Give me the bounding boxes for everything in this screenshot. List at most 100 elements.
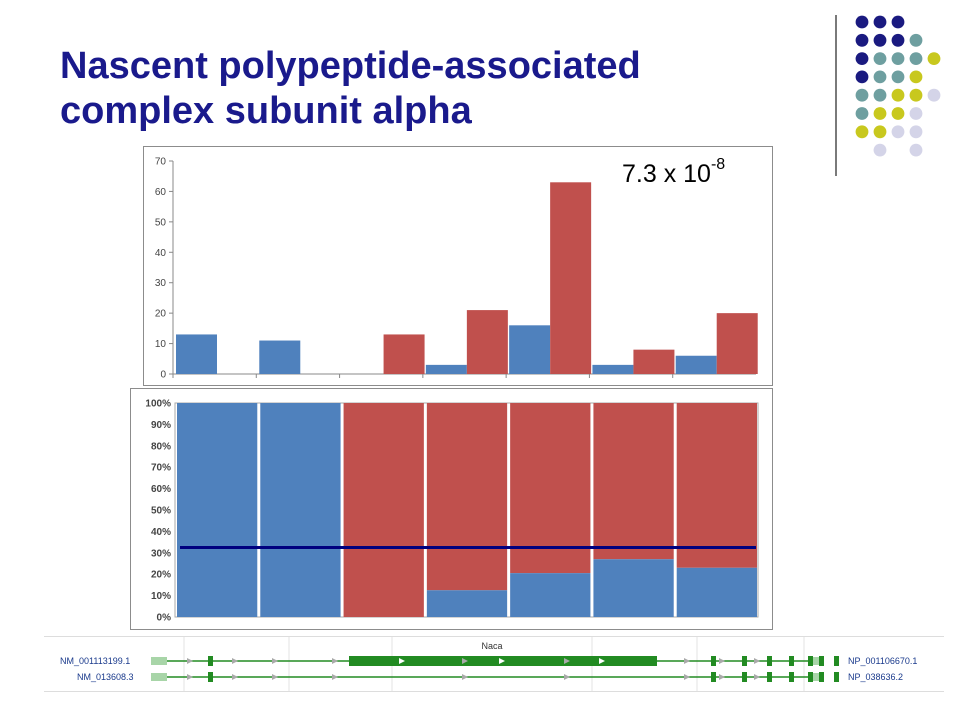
y-tick-label: 40% xyxy=(151,527,171,538)
decorative-dot xyxy=(891,33,905,47)
strand-arrow xyxy=(332,674,338,680)
count-bar xyxy=(509,325,551,374)
percent-bar-red xyxy=(343,403,424,617)
count-bar xyxy=(383,334,425,374)
decorative-dot xyxy=(873,15,887,29)
decorative-dot xyxy=(873,52,887,65)
decorative-dot xyxy=(873,107,887,120)
y-tick-label: 90% xyxy=(151,420,171,431)
decorative-dot xyxy=(891,70,905,84)
slide-title-line-1: Nascent polypeptide-associated xyxy=(60,45,641,87)
y-tick-label: 50% xyxy=(151,506,171,517)
exon xyxy=(742,656,747,666)
transcript-id-2: NM_013608.3 xyxy=(77,672,134,682)
y-tick-label: 20 xyxy=(155,309,167,320)
strand-arrow xyxy=(599,658,605,664)
percent-bar-blue xyxy=(260,403,341,617)
exon xyxy=(789,656,794,666)
strand-arrow xyxy=(462,658,468,664)
y-tick-label: 60 xyxy=(155,187,167,198)
y-tick-label: 80% xyxy=(151,441,171,452)
decorative-dot xyxy=(891,88,905,102)
count-bar xyxy=(550,182,592,374)
utr-exon xyxy=(808,657,824,665)
exon xyxy=(834,656,839,666)
percent-bar-red xyxy=(676,403,757,568)
count-bar xyxy=(633,349,675,374)
count-bar xyxy=(592,364,634,374)
y-tick-label: 30 xyxy=(155,278,167,289)
decorative-dot xyxy=(873,125,887,139)
decorative-dot xyxy=(855,70,869,84)
percent-bar-red xyxy=(593,403,674,560)
percent-bar-blue xyxy=(676,567,757,617)
strand-arrow xyxy=(187,658,193,664)
y-tick-label: 100% xyxy=(145,399,171,410)
count-bar-chart-svg: 0 10 20 30 40 50 60 70 xyxy=(155,157,758,381)
slide-title: Nascent polypeptide-associated complex s… xyxy=(60,44,780,134)
count-bar xyxy=(259,340,301,374)
strand-arrow xyxy=(564,658,570,664)
strand-arrow xyxy=(272,674,278,680)
strand-arrow xyxy=(499,658,505,664)
protein-id-1: NP_001106670.1 xyxy=(848,656,917,666)
percent-bar-blue xyxy=(426,590,508,617)
exon xyxy=(808,656,813,666)
count-bar xyxy=(675,355,717,374)
transcript-id-1: NM_001113199.1 xyxy=(60,656,130,666)
decorative-dot xyxy=(891,107,905,120)
percent-bar-blue xyxy=(177,403,258,617)
decorative-dot xyxy=(855,107,869,120)
percent-bar-red xyxy=(510,403,591,574)
y-tick-label: 10% xyxy=(151,591,171,602)
p-value-label: 7.3 x 10-8 xyxy=(622,156,725,189)
exon xyxy=(208,672,213,682)
count-bar xyxy=(176,334,217,374)
protein-id-2: NP_038636.2 xyxy=(848,672,903,682)
y-tick-label: 50 xyxy=(155,217,167,228)
exon xyxy=(834,672,839,682)
exon xyxy=(208,656,213,666)
decorative-dot xyxy=(927,52,941,65)
utr-exon xyxy=(151,673,167,681)
y-tick-label: 0 xyxy=(160,370,166,381)
utr-exon xyxy=(151,657,167,665)
strand-arrow xyxy=(754,658,760,664)
p-value-exponent: -8 xyxy=(710,156,726,173)
y-tick-label: 70 xyxy=(155,157,167,168)
y-tick-label: 10 xyxy=(155,339,167,350)
percent-stacked-bar-chart-svg: 0% 10% 20% 30% 40% 50% 60% 70% 80% 90% 100% xyxy=(145,399,759,624)
strand-arrow xyxy=(462,674,468,680)
y-tick-label: 0% xyxy=(157,613,172,624)
strand-arrow xyxy=(272,658,278,664)
gene-features xyxy=(44,636,944,692)
exon xyxy=(767,672,772,682)
decorative-dot xyxy=(873,70,887,84)
y-tick-label: 30% xyxy=(151,548,171,559)
decorative-dot xyxy=(891,15,905,29)
decorative-dot xyxy=(855,88,869,102)
decorative-dot xyxy=(873,33,887,47)
strand-arrow xyxy=(232,658,238,664)
exon xyxy=(819,656,824,666)
decorative-dot xyxy=(909,70,923,84)
percent-bar-red xyxy=(426,403,508,591)
decorative-dot xyxy=(855,52,869,65)
y-tick-label: 70% xyxy=(151,463,171,474)
gene-name-label: Naca xyxy=(481,641,502,651)
decorative-dot xyxy=(891,125,905,139)
count-bar xyxy=(425,364,467,374)
strand-arrow xyxy=(187,674,193,680)
exon xyxy=(742,672,747,682)
dot-grid xyxy=(855,15,941,157)
count-bar xyxy=(716,313,758,374)
gene-track-svg: Naca NM_001113199.1 NM_013608.3 NP_00110… xyxy=(44,636,944,692)
decorative-dot xyxy=(855,33,869,47)
p-value-base: 7.3 x 10 xyxy=(622,160,711,188)
y-tick-label: 20% xyxy=(151,570,171,581)
exon xyxy=(808,672,813,682)
decorative-dot xyxy=(927,88,941,102)
decorative-dot xyxy=(891,52,905,65)
strand-arrow xyxy=(332,658,338,664)
strand-arrow xyxy=(399,658,405,664)
